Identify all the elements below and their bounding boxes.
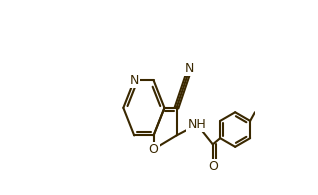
Text: N: N (185, 62, 195, 75)
Text: N: N (129, 74, 139, 87)
Text: O: O (149, 143, 158, 156)
Text: NH: NH (188, 118, 206, 131)
Text: O: O (208, 160, 218, 174)
